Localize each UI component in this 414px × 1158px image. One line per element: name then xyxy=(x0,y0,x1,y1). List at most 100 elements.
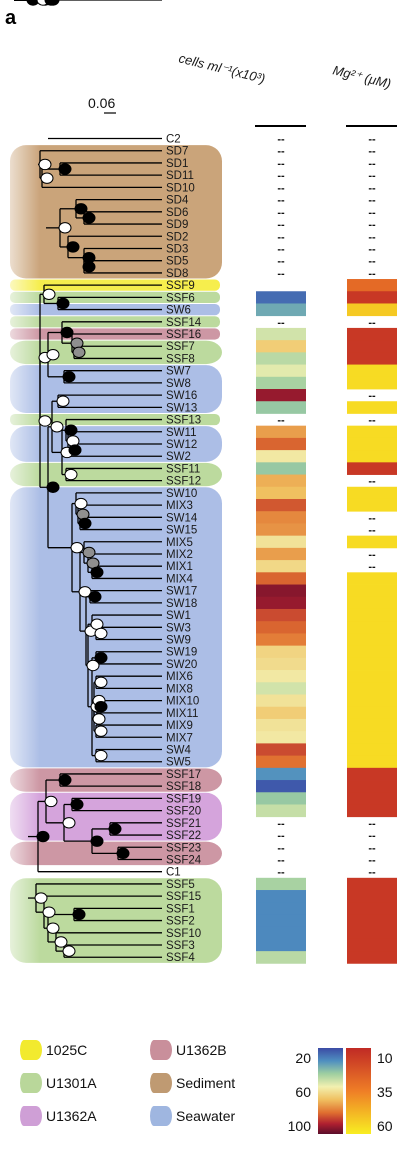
leaf-label: SSF4 xyxy=(166,952,195,964)
cells-scale-bar xyxy=(318,1048,343,1134)
mg-missing: -- xyxy=(368,158,376,170)
leaf-label: MIX4 xyxy=(166,573,193,585)
mg-missing: -- xyxy=(368,219,376,231)
cells-cell xyxy=(256,731,306,744)
cells-cell xyxy=(256,401,306,414)
tree-nodes xyxy=(26,0,130,957)
cells-cell xyxy=(256,486,306,500)
leaf-label: SSF24 xyxy=(166,854,202,866)
bootstrap-node xyxy=(90,566,104,579)
mg-cell xyxy=(347,303,397,317)
leaf-label: SSF20 xyxy=(166,806,201,818)
cells-cell xyxy=(256,389,306,402)
bootstrap-node xyxy=(34,892,48,904)
mg-missing: -- xyxy=(368,207,376,219)
mg-cell xyxy=(347,376,397,390)
legend-label: 1025C xyxy=(46,1042,87,1058)
mg-missing: -- xyxy=(368,146,376,158)
mg-missing: -- xyxy=(368,415,376,427)
leaf-label: SSF17 xyxy=(166,769,201,781)
leaf-label: SW10 xyxy=(166,488,197,500)
mg-cell xyxy=(347,437,397,451)
mg-cell xyxy=(347,279,397,292)
leaf-label: SSF6 xyxy=(166,292,195,304)
leaf-label: SW8 xyxy=(166,378,191,390)
leaf-label: SW14 xyxy=(166,512,198,524)
leaf-label: C1 xyxy=(166,867,181,879)
leaf-label: SW16 xyxy=(166,390,197,402)
cells-cell xyxy=(256,547,306,561)
mg-missing: -- xyxy=(368,476,376,488)
leaf-label: SSF13 xyxy=(166,415,201,427)
cells-cell xyxy=(256,376,306,390)
mg-cell xyxy=(347,718,397,732)
cells-cell xyxy=(256,621,306,634)
mg-cell xyxy=(347,608,397,622)
mg-cell xyxy=(347,743,397,757)
mg-scale-tick: 10 xyxy=(377,1050,393,1066)
leaf-label: SSF12 xyxy=(166,476,201,488)
cells-cell xyxy=(256,572,306,585)
cells-cell xyxy=(256,511,306,524)
leaf-label: SD8 xyxy=(166,268,188,280)
cells-missing: -- xyxy=(277,317,285,329)
bootstrap-node xyxy=(58,774,72,786)
bootstrap-node xyxy=(38,415,52,427)
mg-cell xyxy=(347,670,397,683)
cells-cell xyxy=(256,755,306,769)
cells-cell xyxy=(256,584,306,598)
bootstrap-node xyxy=(82,261,96,273)
legend-swatch xyxy=(150,1040,172,1060)
cells-missing: -- xyxy=(277,854,285,866)
bootstrap-node xyxy=(94,627,108,640)
cells-missing: -- xyxy=(277,170,285,182)
bootstrap-node xyxy=(62,817,76,829)
leaf-label: MIX10 xyxy=(166,696,199,708)
bootstrap-node xyxy=(50,421,64,433)
mg-cell xyxy=(347,633,397,647)
mg-scale-tick: 35 xyxy=(377,1084,393,1100)
cells-cell xyxy=(256,364,306,378)
legend: 1025C U1362B U1301A Sediment U1362A Seawater xyxy=(20,1040,235,1126)
mg-cell xyxy=(347,572,397,585)
bootstrap-node xyxy=(26,0,40,6)
bootstrap-node xyxy=(56,395,70,407)
leaf-label: SW15 xyxy=(166,525,197,537)
leaf-label: SSF14 xyxy=(166,317,202,329)
bootstrap-node xyxy=(40,172,54,184)
mg-cell xyxy=(347,755,397,769)
cells-cell xyxy=(256,877,306,891)
cells-missing: -- xyxy=(277,256,285,268)
scale-bar: 0.06 xyxy=(88,95,116,114)
cells-cell xyxy=(256,792,306,805)
cells-missing: -- xyxy=(277,842,285,854)
cells-color-scale: 20 60 100 xyxy=(288,1048,343,1134)
mg-missing: -- xyxy=(368,512,376,524)
leaf-label: SW9 xyxy=(166,635,191,647)
cells-cell xyxy=(256,596,306,610)
cells-cell xyxy=(256,608,306,622)
cells-missing: -- xyxy=(277,231,285,243)
leaf-label: MIX11 xyxy=(166,708,198,720)
legend-label: U1362B xyxy=(176,1042,227,1058)
leaf-label: SW6 xyxy=(166,305,191,317)
cells-cell xyxy=(256,352,306,365)
bootstrap-node xyxy=(58,163,72,175)
cells-cell xyxy=(256,743,306,757)
cells-cell xyxy=(256,938,306,952)
bootstrap-node xyxy=(76,508,90,520)
cells-missing: -- xyxy=(277,207,285,219)
mg-cell xyxy=(347,364,397,378)
leaf-label: SW2 xyxy=(166,451,191,463)
mg-cell xyxy=(347,645,397,659)
legend-label: U1301A xyxy=(46,1075,97,1091)
mg-cell xyxy=(347,657,397,671)
scale-bar-label: 0.06 xyxy=(88,95,115,111)
bootstrap-node xyxy=(82,546,96,559)
cells-cell xyxy=(256,890,306,903)
leaf-label: MIX9 xyxy=(166,720,193,732)
mg-missing: -- xyxy=(368,525,376,537)
cells-cell xyxy=(256,670,306,683)
mg-missing: -- xyxy=(368,842,376,854)
bootstrap-node xyxy=(68,444,82,456)
